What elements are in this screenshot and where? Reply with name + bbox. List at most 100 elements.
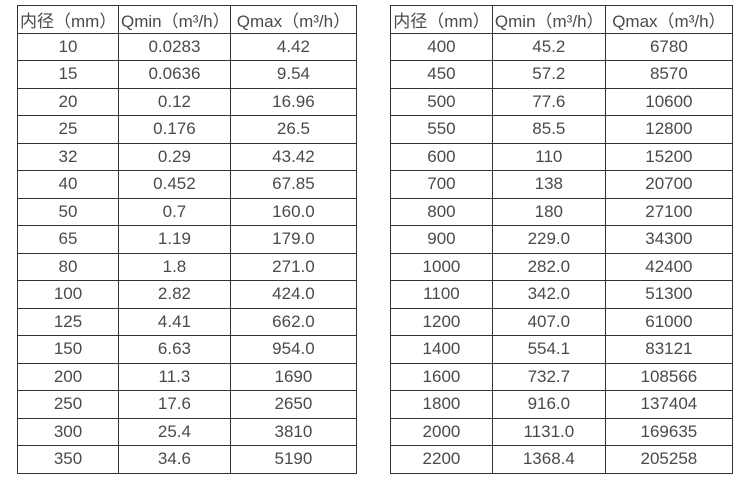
table-cell: 61000	[604, 307, 734, 336]
table-cell: 1368.4	[491, 445, 606, 474]
table-row: 32 0.29 43.42	[16, 142, 358, 171]
table-cell: 4.41	[118, 307, 231, 336]
table-cell: 916.0	[491, 390, 606, 419]
table-cell: 67.85	[229, 170, 358, 199]
table-cell: 25	[16, 115, 120, 144]
table-cell: 1200	[390, 307, 493, 336]
table-cell: 800	[390, 197, 493, 226]
table-cell: 6.63	[118, 335, 231, 364]
table-cell: 0.29	[118, 142, 231, 171]
table-cell: 34300	[604, 225, 734, 254]
table-cell: 125	[16, 307, 120, 336]
table-cell: 17.6	[118, 390, 231, 419]
table-cell: 150	[16, 335, 120, 364]
table-row: 1000 282.0 42400	[390, 252, 734, 281]
table-cell: 108566	[604, 362, 734, 391]
table-cell: 350	[16, 445, 120, 474]
table-cell: 732.7	[491, 362, 606, 391]
table-cell: 0.452	[118, 170, 231, 199]
table-cell: 662.0	[229, 307, 358, 336]
table-row: 65 1.19 179.0	[16, 225, 358, 254]
table-cell: 15200	[604, 142, 734, 171]
table-row: 600 110 15200	[390, 142, 734, 171]
table-cell: 1.8	[118, 252, 231, 281]
table-cell: 16.96	[229, 87, 358, 116]
table-cell: 85.5	[491, 115, 606, 144]
table-row: 400 45.2 6780	[390, 32, 734, 61]
table-cell: 10	[16, 32, 120, 61]
table-cell: 100	[16, 280, 120, 309]
table-cell: 45.2	[491, 32, 606, 61]
table-cell: 600	[390, 142, 493, 171]
table-cell: 12800	[604, 115, 734, 144]
table-cell: 900	[390, 225, 493, 254]
table-cell: 1400	[390, 335, 493, 364]
table-cell: 34.6	[118, 445, 231, 474]
table-cell: 50	[16, 197, 120, 226]
table-header-row: 内径（mm） Qmin（m³/h） Qmax（m³/h）	[16, 5, 358, 34]
table-cell: 1000	[390, 252, 493, 281]
table-cell: 11.3	[118, 362, 231, 391]
table-cell: 450	[390, 60, 493, 89]
header-cell: Qmin（m³/h）	[118, 5, 231, 34]
table-cell: 2200	[390, 445, 493, 474]
table-cell: 180	[491, 197, 606, 226]
table-row: 500 77.6 10600	[390, 87, 734, 116]
table-cell: 42400	[604, 252, 734, 281]
table-cell: 424.0	[229, 280, 358, 309]
table-cell: 32	[16, 142, 120, 171]
table-cell: 5190	[229, 445, 358, 474]
table-row: 1100 342.0 51300	[390, 280, 734, 309]
table-cell: 0.7	[118, 197, 231, 226]
table-cell: 554.1	[491, 335, 606, 364]
table-cell: 2.82	[118, 280, 231, 309]
table-row: 25 0.176 26.5	[16, 115, 358, 144]
table-row: 300 25.4 3810	[16, 417, 358, 446]
table-cell: 282.0	[491, 252, 606, 281]
table-cell: 229.0	[491, 225, 606, 254]
table-row: 1800 916.0 137404	[390, 390, 734, 419]
table-row: 150 6.63 954.0	[16, 335, 358, 364]
table-cell: 57.2	[491, 60, 606, 89]
table-row: 700 138 20700	[390, 170, 734, 199]
header-cell: 内径（mm）	[16, 5, 120, 34]
table-cell: 83121	[604, 335, 734, 364]
table-row: 250 17.6 2650	[16, 390, 358, 419]
table-cell: 0.176	[118, 115, 231, 144]
table-cell: 40	[16, 170, 120, 199]
table-cell: 15	[16, 60, 120, 89]
table-row: 450 57.2 8570	[390, 60, 734, 89]
table-row: 800 180 27100	[390, 197, 734, 226]
table-cell: 26.5	[229, 115, 358, 144]
table-cell: 10600	[604, 87, 734, 116]
header-row: 内径（mm） Qmin（m³/h） Qmax（m³/h）	[16, 5, 358, 34]
table-cell: 65	[16, 225, 120, 254]
table-cell: 4.42	[229, 32, 358, 61]
table-cell: 0.0283	[118, 32, 231, 61]
table-header-row: 内径（mm） Qmin（m³/h） Qmax（m³/h）	[390, 5, 734, 34]
table-cell: 954.0	[229, 335, 358, 364]
flow-spec-table-large-diameters: 内径（mm） Qmin（m³/h） Qmax（m³/h） 400 45.2 6780 45…	[390, 5, 734, 474]
table-cell: 205258	[604, 445, 734, 474]
table-row: 350 34.6 5190	[16, 445, 358, 474]
table-row: 2000 1131.0 169635	[390, 417, 734, 446]
table-row: 100 2.82 424.0	[16, 280, 358, 309]
table-cell: 138	[491, 170, 606, 199]
table-cell: 1600	[390, 362, 493, 391]
table-cell: 160.0	[229, 197, 358, 226]
table-row: 200 11.3 1690	[16, 362, 358, 391]
table-row: 10 0.0283 4.42	[16, 32, 358, 61]
flow-spec-table-small-diameters: 内径（mm） Qmin（m³/h） Qmax（m³/h） 10 0.0283 4.42 1…	[16, 5, 358, 474]
table-cell: 179.0	[229, 225, 358, 254]
table-cell: 20700	[604, 170, 734, 199]
table-cell: 1690	[229, 362, 358, 391]
table-cell: 80	[16, 252, 120, 281]
header-cell: 内径（mm）	[390, 5, 493, 34]
table-cell: 9.54	[229, 60, 358, 89]
table-cell: 271.0	[229, 252, 358, 281]
table-cell: 1131.0	[491, 417, 606, 446]
table-row: 1400 554.1 83121	[390, 335, 734, 364]
table-cell: 20	[16, 87, 120, 116]
table-cell: 1800	[390, 390, 493, 419]
